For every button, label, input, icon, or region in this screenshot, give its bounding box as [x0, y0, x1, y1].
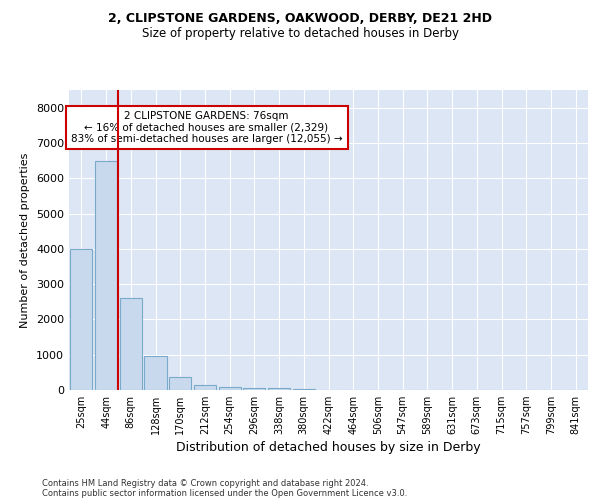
Text: Contains HM Land Registry data © Crown copyright and database right 2024.: Contains HM Land Registry data © Crown c… [42, 478, 368, 488]
Bar [95, 160, 117, 390]
Bar [243, 388, 265, 390]
Text: 2 CLIPSTONE GARDENS: 76sqm
← 16% of detached houses are smaller (2,329)
83% of s: 2 CLIPSTONE GARDENS: 76sqm ← 16% of deta… [71, 111, 343, 144]
Bar [70, 249, 92, 390]
Bar [218, 388, 241, 390]
Bar [169, 377, 191, 390]
Bar [194, 384, 216, 390]
Bar [145, 356, 167, 390]
Text: Contains public sector information licensed under the Open Government Licence v3: Contains public sector information licen… [42, 488, 407, 498]
Y-axis label: Number of detached properties: Number of detached properties [20, 152, 31, 328]
Bar [268, 388, 290, 390]
Bar [119, 298, 142, 390]
Text: 2, CLIPSTONE GARDENS, OAKWOOD, DERBY, DE21 2HD: 2, CLIPSTONE GARDENS, OAKWOOD, DERBY, DE… [108, 12, 492, 26]
Text: Size of property relative to detached houses in Derby: Size of property relative to detached ho… [142, 28, 458, 40]
X-axis label: Distribution of detached houses by size in Derby: Distribution of detached houses by size … [176, 442, 481, 454]
